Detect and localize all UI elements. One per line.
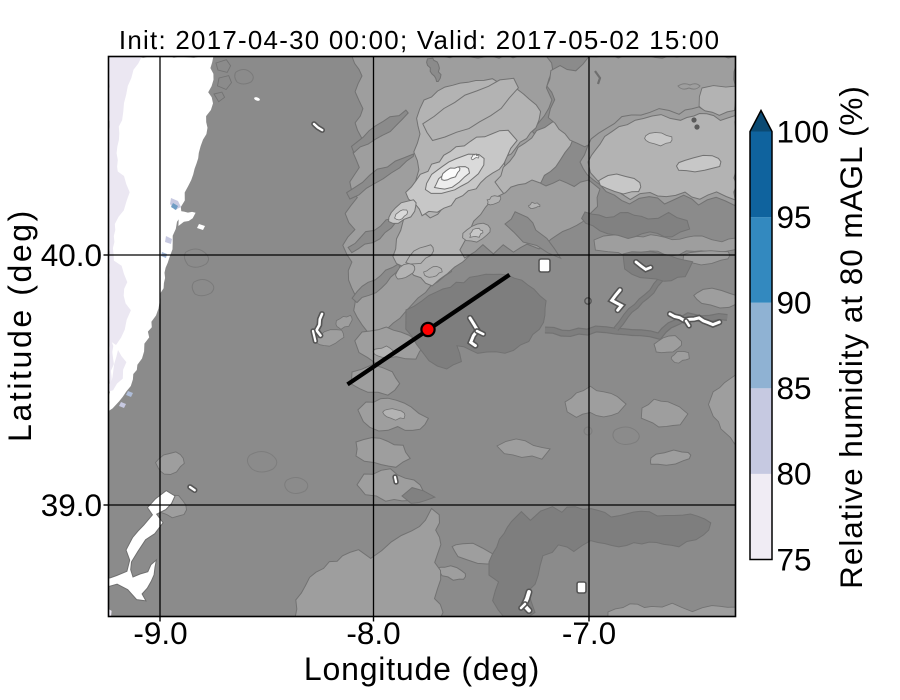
svg-text:Longitude (deg): Longitude (deg) <box>304 651 540 687</box>
svg-text:100: 100 <box>777 113 830 149</box>
svg-text:-8.0: -8.0 <box>346 615 400 651</box>
svg-text:-9.0: -9.0 <box>133 615 187 651</box>
svg-text:80: 80 <box>777 456 812 492</box>
svg-text:75: 75 <box>777 541 812 577</box>
svg-text:Latitude (deg): Latitude (deg) <box>2 208 38 442</box>
svg-text:40.0: 40.0 <box>41 237 102 273</box>
svg-text:90: 90 <box>777 285 812 321</box>
svg-text:95: 95 <box>777 199 812 235</box>
svg-text:39.0: 39.0 <box>41 487 102 523</box>
svg-text:Relative humidity at 80 mAGL (: Relative humidity at 80 mAGL (%) <box>833 85 869 589</box>
svg-text:-7.0: -7.0 <box>562 615 616 651</box>
svg-text:85: 85 <box>777 370 812 406</box>
svg-text:Init: 2017-04-30 00:00; Valid:: Init: 2017-04-30 00:00; Valid: 2017-05-0… <box>119 27 720 55</box>
